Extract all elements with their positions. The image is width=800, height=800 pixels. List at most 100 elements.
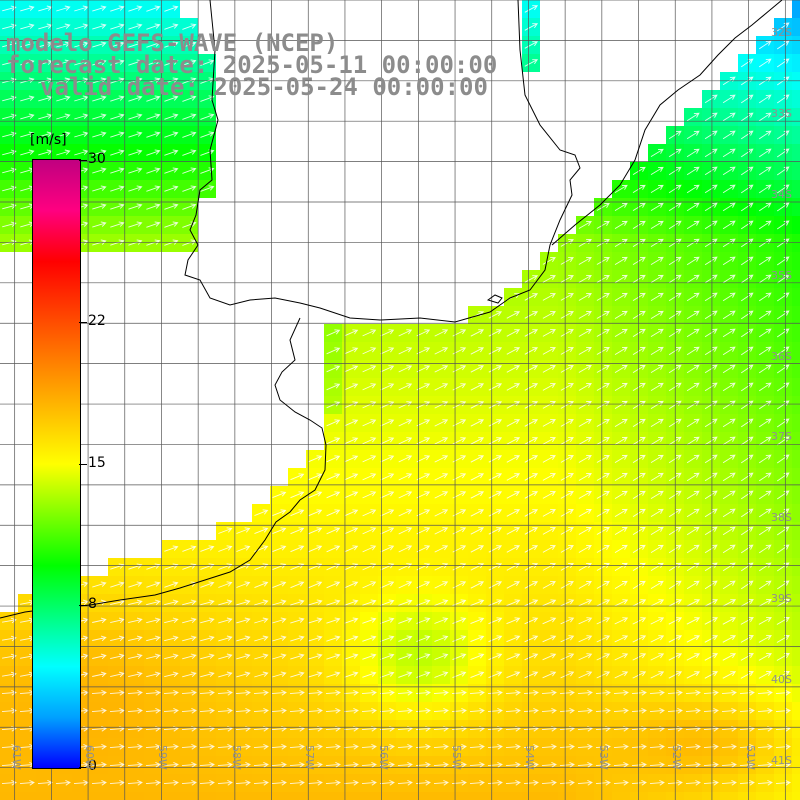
wind-arrow: [524, 527, 539, 535]
wind-arrow: [128, 149, 143, 156]
wind-arrow: [596, 455, 610, 463]
lat-label: 38S: [771, 511, 792, 525]
wind-arrow: [416, 527, 431, 535]
wind-arrow: [740, 508, 754, 518]
wind-arrow: [182, 149, 197, 156]
wind-arrow: [631, 761, 647, 768]
wind-cell: [378, 792, 396, 800]
wind-arrow: [650, 346, 664, 355]
wind-arrow: [163, 743, 179, 750]
wind-arrow: [254, 527, 269, 535]
wind-arrow: [740, 292, 754, 302]
wind-arrow: [146, 239, 161, 246]
wind-arrow: [1, 761, 17, 768]
wind-arrow: [758, 472, 772, 482]
wind-arrow: [614, 562, 628, 571]
wind-arrow: [505, 707, 521, 714]
wind-arrow: [56, 113, 71, 120]
wind-arrow: [739, 689, 755, 696]
wind-arrow: [20, 59, 35, 66]
wind-arrow: [506, 401, 521, 409]
wind-arrow: [398, 545, 413, 553]
wind-arrow: [308, 599, 323, 606]
wind-arrow: [632, 454, 646, 463]
wind-arrow: [578, 581, 592, 589]
wind-arrow: [775, 743, 791, 750]
wind-cell: [252, 792, 270, 800]
wind-arrow: [542, 545, 556, 553]
wind-arrow: [398, 473, 413, 481]
wind-cell: [180, 792, 198, 800]
wind-arrow: [2, 149, 17, 156]
wind-arrow: [757, 743, 773, 750]
wind-arrow: [740, 472, 754, 482]
wind-arrow: [758, 256, 772, 266]
wind-arrow: [181, 779, 197, 786]
wind-arrow: [650, 166, 664, 175]
wind-arrow: [722, 148, 736, 158]
wind-arrow: [631, 707, 647, 714]
wind-cell: [792, 270, 800, 288]
wind-arrow: [686, 635, 701, 643]
wind-arrow: [380, 365, 395, 373]
wind-arrow: [560, 347, 574, 355]
wind-arrow: [217, 779, 233, 786]
wind-arrow: [614, 526, 628, 535]
wind-cell: [234, 792, 252, 800]
wind-arrow: [380, 581, 395, 589]
wind-arrow: [182, 41, 197, 48]
wind-arrow: [146, 59, 161, 66]
wind-arrow: [398, 527, 413, 535]
wind-arrow: [649, 779, 665, 786]
wind-arrow: [577, 743, 593, 750]
wind-arrow: [128, 653, 143, 660]
wind-arrow: [613, 707, 629, 714]
wind-arrow: [361, 689, 377, 696]
wind-arrow: [739, 743, 755, 750]
wind-arrow: [632, 653, 647, 661]
wind-arrow: [380, 473, 395, 481]
wind-arrow: [218, 545, 233, 552]
wind-arrow: [614, 617, 629, 625]
wind-cell: [90, 792, 108, 800]
wind-arrow: [308, 473, 323, 481]
wind-arrow: [127, 689, 143, 696]
wind-arrow: [488, 581, 503, 589]
wind-arrow: [758, 346, 772, 356]
wind-arrow: [758, 94, 772, 104]
wind-cell: [792, 486, 800, 504]
wind-arrow: [686, 256, 700, 266]
wind-arrow: [524, 5, 539, 13]
wind-arrow: [110, 59, 125, 66]
wind-cell: [36, 792, 54, 800]
wind-arrow: [722, 599, 737, 607]
wind-arrow: [326, 419, 341, 427]
wind-arrow: [362, 455, 377, 463]
wind-arrow: [379, 689, 395, 696]
wind-arrow: [362, 383, 377, 391]
wind-arrow: [110, 167, 125, 174]
wind-arrow: [2, 59, 17, 66]
wind-arrow: [632, 599, 647, 607]
wind-arrow: [218, 653, 233, 660]
wind-cell: [792, 540, 800, 558]
wind-arrow: [434, 383, 449, 391]
wind-arrow: [254, 509, 269, 517]
wind-arrow: [434, 437, 449, 445]
wind-arrow: [217, 743, 233, 750]
wind-arrow: [758, 148, 772, 158]
wind-arrow: [632, 184, 646, 193]
wind-arrow: [596, 203, 610, 211]
wind-arrow: [307, 689, 323, 696]
wind-arrow: [542, 599, 557, 607]
wind-arrow: [164, 5, 179, 12]
wind-cell: [792, 738, 800, 756]
wind-arrow: [344, 653, 359, 660]
wind-arrow: [271, 761, 287, 768]
wind-arrow: [398, 653, 413, 660]
wind-arrow: [128, 41, 143, 48]
wind-cell: [324, 792, 342, 800]
wind-arrow: [739, 707, 755, 714]
wind-arrow: [704, 292, 718, 302]
wind-arrow: [596, 509, 610, 517]
